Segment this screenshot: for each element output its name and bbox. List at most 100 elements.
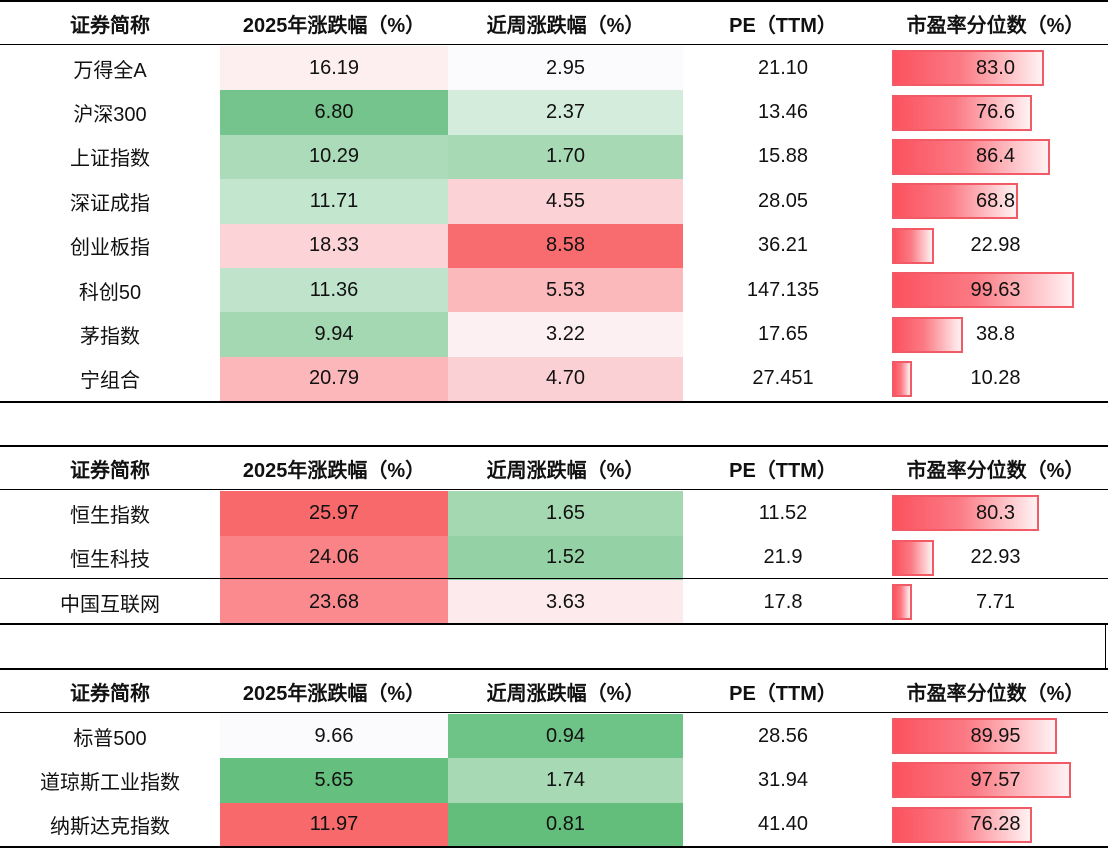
pe-ttm: 147.135 <box>746 278 820 301</box>
pe-ttm: 36.21 <box>757 234 809 257</box>
pe-ttm: 28.05 <box>757 189 809 212</box>
security-name: 上证指数 <box>70 148 150 171</box>
header-pe: PE（TTM） <box>729 682 837 705</box>
security-name: 纳斯达克指数 <box>50 816 170 839</box>
percentile-value: 38.8 <box>976 323 1015 346</box>
section3-header-row: 证券简称 2025年涨跌幅（%） 近周涨跌幅（%） PE（TTM） 市盈率分位数… <box>0 670 1108 712</box>
week-change: 5.53 <box>448 268 683 313</box>
table-row: 沪深300 6.80 2.37 13.46 76.6 <box>0 90 1108 135</box>
ytd-change: 18.33 <box>220 223 448 268</box>
security-name: 创业板指 <box>70 237 150 260</box>
percentile-value: 99.63 <box>970 278 1021 301</box>
table-row: 深证成指 11.71 4.55 28.05 68.8 <box>0 179 1108 224</box>
security-name: 沪深300 <box>73 104 147 127</box>
header-pe: PE（TTM） <box>729 14 837 37</box>
percentile-bar <box>892 718 1057 755</box>
security-name: 恒生科技 <box>70 549 150 572</box>
percentile-value: 22.98 <box>970 234 1021 257</box>
table-row: 上证指数 10.29 1.70 15.88 86.4 <box>0 134 1108 180</box>
percentile-bar <box>892 50 1044 87</box>
week-change: 0.94 <box>448 714 683 759</box>
ytd-change: 25.97 <box>220 491 448 536</box>
percentile-bar <box>892 272 1075 309</box>
security-name: 科创50 <box>78 281 142 304</box>
percentile-bar <box>892 584 912 621</box>
ytd-change: 5.65 <box>220 758 448 803</box>
percentile-value: 89.95 <box>970 724 1021 747</box>
header-percentile: 市盈率分位数（%） <box>906 459 1085 482</box>
week-change: 1.65 <box>448 491 683 536</box>
week-change: 8.58 <box>448 223 683 268</box>
ytd-change: 11.36 <box>220 268 448 313</box>
section1-header-row: 证券简称 2025年涨跌幅（%） 近周涨跌幅（%） PE（TTM） 市盈率分位数… <box>0 2 1108 44</box>
table-row: 中国互联网 23.68 3.63 17.8 7.71 <box>0 580 1108 625</box>
header-week: 近周涨跌幅（%） <box>486 682 645 705</box>
percentile-bar <box>892 227 935 264</box>
table-row: 茅指数 9.94 3.22 17.65 38.8 <box>0 312 1108 357</box>
pe-ttm: 31.94 <box>757 768 809 791</box>
ytd-change: 6.80 <box>220 90 448 135</box>
week-change: 1.70 <box>448 134 683 180</box>
section2-header-row: 证券简称 2025年涨跌幅（%） 近周涨跌幅（%） PE（TTM） 市盈率分位数… <box>0 447 1108 489</box>
ytd-change: 9.94 <box>220 312 448 357</box>
percentile-bar <box>892 183 1018 220</box>
week-change: 3.63 <box>448 580 683 625</box>
security-name: 道琼斯工业指数 <box>40 771 180 794</box>
pe-ttm: 28.56 <box>757 724 809 747</box>
security-name: 万得全A <box>73 59 147 82</box>
table-row: 标普500 9.66 0.94 28.56 89.95 <box>0 714 1108 759</box>
week-change: 4.70 <box>448 356 683 402</box>
pe-ttm: 21.10 <box>757 56 809 79</box>
table-row: 宁组合 20.79 4.70 27.451 10.28 <box>0 356 1108 402</box>
pe-ttm: 15.88 <box>757 145 809 168</box>
percentile-bar <box>892 539 934 576</box>
percentile-bar <box>892 360 912 397</box>
ytd-change: 23.68 <box>220 580 448 625</box>
header-ytd: 2025年涨跌幅（%） <box>242 14 426 37</box>
pe-ttm: 21.9 <box>763 546 803 569</box>
table-row: 万得全A 16.19 2.95 21.10 83.0 <box>0 46 1108 91</box>
week-change: 2.37 <box>448 90 683 135</box>
pe-ttm: 13.46 <box>757 101 809 124</box>
ytd-change: 20.79 <box>220 356 448 402</box>
security-name: 恒生指数 <box>70 504 150 527</box>
security-name: 茅指数 <box>80 326 140 349</box>
week-change: 3.22 <box>448 312 683 357</box>
percentile-value: 80.3 <box>976 501 1015 524</box>
table-row: 科创50 11.36 5.53 147.135 99.63 <box>0 268 1108 313</box>
table-row: 恒生科技 24.06 1.52 21.9 22.93 <box>0 535 1108 580</box>
percentile-value: 83.0 <box>976 56 1015 79</box>
security-name: 标普500 <box>73 727 147 750</box>
header-percentile: 市盈率分位数（%） <box>906 682 1085 705</box>
header-percentile: 市盈率分位数（%） <box>906 14 1085 37</box>
pe-ttm: 17.65 <box>757 323 809 346</box>
percentile-bar <box>892 495 1039 532</box>
table-row: 道琼斯工业指数 5.65 1.74 31.94 97.57 <box>0 758 1108 803</box>
percentile-bar <box>892 762 1071 799</box>
pe-ttm: 17.8 <box>763 590 803 613</box>
table-row: 恒生指数 25.97 1.65 11.52 80.3 <box>0 491 1108 536</box>
ytd-change: 16.19 <box>220 46 448 91</box>
ytd-change: 11.97 <box>220 802 448 847</box>
security-name: 深证成指 <box>70 192 150 215</box>
table-row: 纳斯达克指数 11.97 0.81 41.40 76.28 <box>0 802 1108 847</box>
pe-ttm: 11.52 <box>758 501 808 524</box>
percentile-value: 76.6 <box>976 101 1015 124</box>
header-pe: PE（TTM） <box>729 459 837 482</box>
pe-ttm: 27.451 <box>752 367 814 390</box>
percentile-value: 10.28 <box>970 367 1021 390</box>
right-border <box>1105 623 1106 668</box>
ytd-change: 24.06 <box>220 535 448 580</box>
header-ytd: 2025年涨跌幅（%） <box>242 459 426 482</box>
header-week: 近周涨跌幅（%） <box>486 14 645 37</box>
percentile-bar <box>892 138 1051 175</box>
security-name: 宁组合 <box>80 370 140 393</box>
week-change: 1.74 <box>448 758 683 803</box>
ytd-change: 11.71 <box>220 179 448 224</box>
percentile-bar <box>892 94 1033 131</box>
percentile-value: 76.28 <box>970 813 1021 836</box>
week-change: 1.52 <box>448 535 683 580</box>
week-change: 2.95 <box>448 46 683 91</box>
percentile-value: 68.8 <box>976 189 1015 212</box>
percentile-value: 97.57 <box>970 768 1021 791</box>
